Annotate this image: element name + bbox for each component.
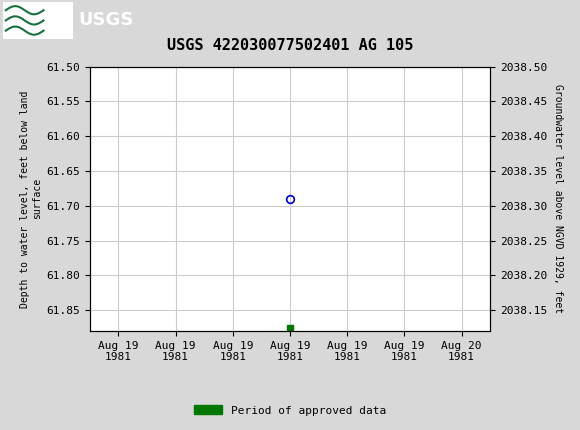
Text: USGS 422030077502401 AG 105: USGS 422030077502401 AG 105	[167, 38, 413, 52]
Text: USGS: USGS	[78, 12, 133, 29]
Y-axis label: Depth to water level, feet below land
surface: Depth to water level, feet below land su…	[20, 90, 42, 307]
Bar	[3, 2, 72, 39]
Y-axis label: Groundwater level above NGVD 1929, feet: Groundwater level above NGVD 1929, feet	[553, 84, 563, 313]
Legend: Period of approved data: Period of approved data	[190, 401, 390, 420]
